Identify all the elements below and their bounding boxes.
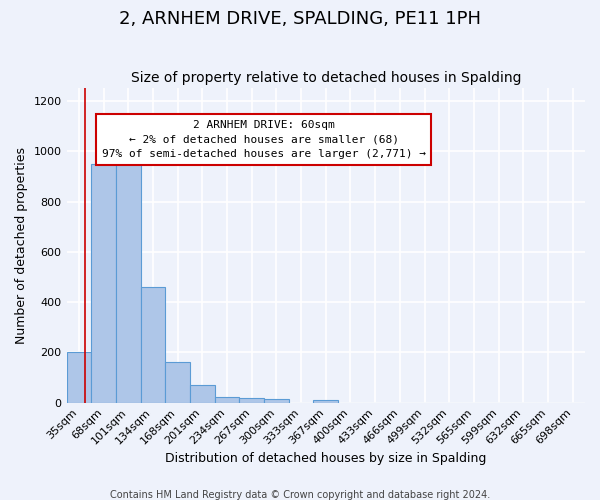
Bar — [264, 399, 289, 402]
Bar — [165, 362, 190, 403]
Bar — [190, 384, 215, 402]
Bar — [140, 287, 165, 403]
Text: 2, ARNHEM DRIVE, SPALDING, PE11 1PH: 2, ARNHEM DRIVE, SPALDING, PE11 1PH — [119, 10, 481, 28]
Bar — [239, 398, 264, 402]
Bar — [116, 162, 140, 402]
Bar — [313, 400, 338, 402]
X-axis label: Distribution of detached houses by size in Spalding: Distribution of detached houses by size … — [165, 452, 487, 465]
Bar — [215, 397, 239, 402]
Y-axis label: Number of detached properties: Number of detached properties — [15, 147, 28, 344]
Bar — [67, 352, 91, 403]
Bar — [91, 164, 116, 402]
Text: Contains HM Land Registry data © Crown copyright and database right 2024.: Contains HM Land Registry data © Crown c… — [110, 490, 490, 500]
Text: 2 ARNHEM DRIVE: 60sqm
← 2% of detached houses are smaller (68)
97% of semi-detac: 2 ARNHEM DRIVE: 60sqm ← 2% of detached h… — [101, 120, 425, 160]
Title: Size of property relative to detached houses in Spalding: Size of property relative to detached ho… — [131, 70, 521, 85]
